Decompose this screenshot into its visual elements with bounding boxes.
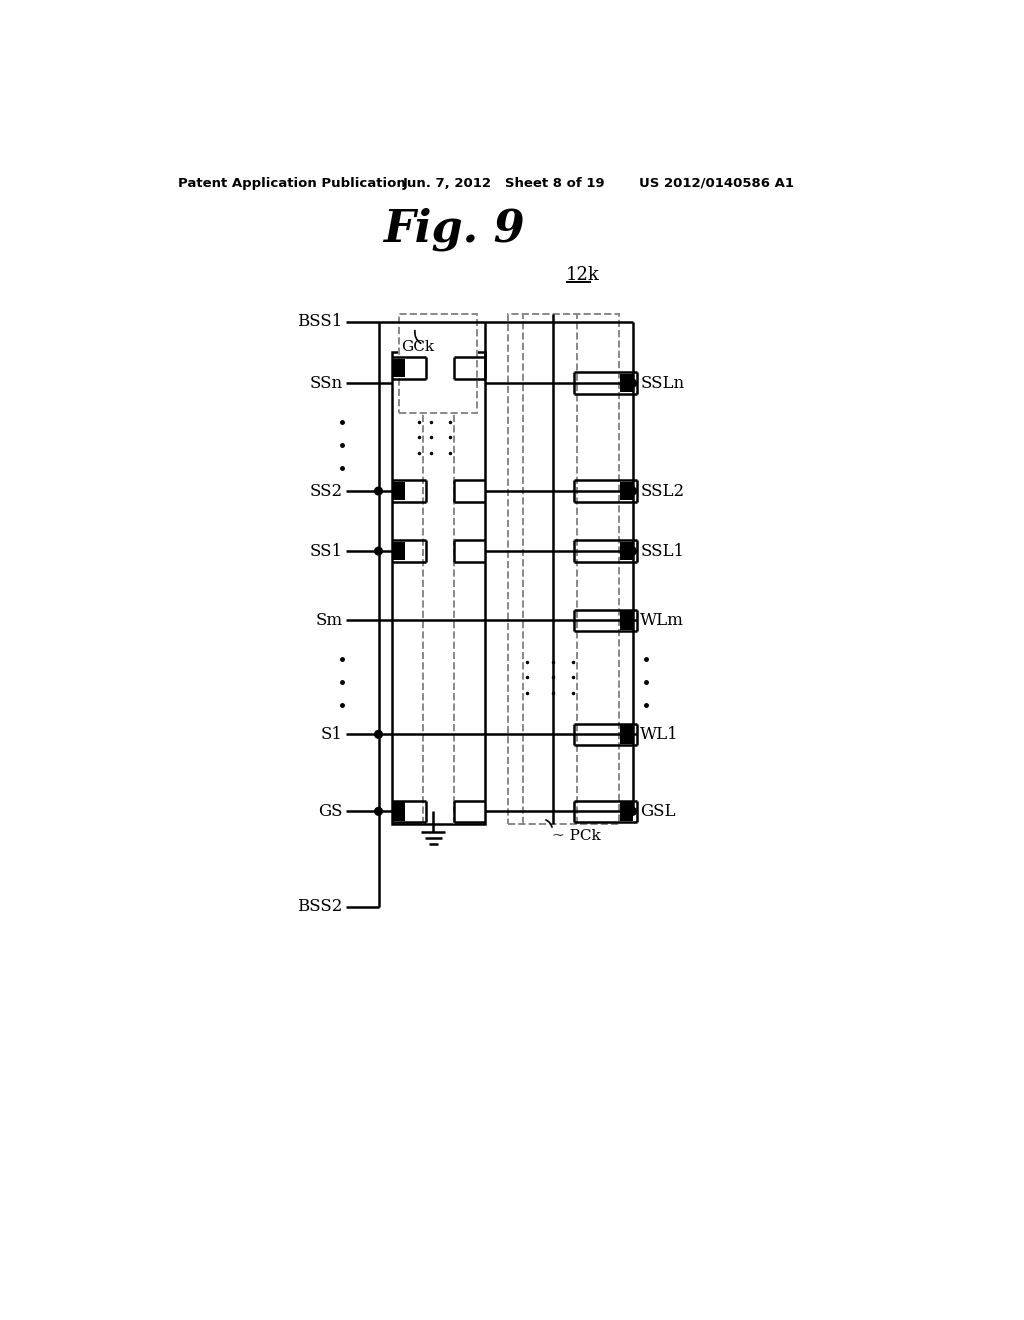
Text: SSLn: SSLn [640,375,684,392]
Circle shape [375,808,382,816]
Bar [508,314,618,825]
Bar [393,543,406,561]
Text: Fig. 9: Fig. 9 [383,207,524,251]
Text: GSL: GSL [640,803,676,820]
Text: ~ PCk: ~ PCk [552,829,600,843]
Text: Patent Application Publication: Patent Application Publication [178,177,407,190]
Circle shape [375,487,382,495]
Text: US 2012/0140586 A1: US 2012/0140586 A1 [639,177,794,190]
Bar [621,803,633,821]
Bar [621,725,633,743]
Text: BSS2: BSS2 [297,899,342,915]
Circle shape [629,379,637,387]
Bar [393,482,406,500]
Text: GS: GS [317,803,342,820]
Bar [621,482,633,500]
Bar [393,803,406,821]
Text: WLm: WLm [640,612,684,628]
Bar [621,374,633,392]
Circle shape [629,548,637,554]
Bar [621,543,633,561]
Bar [392,352,484,825]
Text: Sm: Sm [315,612,342,628]
Circle shape [629,808,637,816]
Text: SSn: SSn [309,375,342,392]
Bar [621,611,633,630]
Text: BSS1: BSS1 [297,313,342,330]
Text: GCk: GCk [401,341,435,354]
Circle shape [629,487,637,495]
Text: S1: S1 [321,726,342,743]
Text: SS2: SS2 [309,483,342,499]
Circle shape [375,548,382,554]
Bar [393,359,406,378]
Text: SSL1: SSL1 [640,543,684,560]
Bar [398,314,477,412]
Circle shape [375,730,382,738]
Text: WL1: WL1 [640,726,679,743]
Text: 12k: 12k [565,267,599,284]
Text: Jun. 7, 2012   Sheet 8 of 19: Jun. 7, 2012 Sheet 8 of 19 [402,177,605,190]
Text: SS1: SS1 [309,543,342,560]
Text: SSL2: SSL2 [640,483,684,499]
